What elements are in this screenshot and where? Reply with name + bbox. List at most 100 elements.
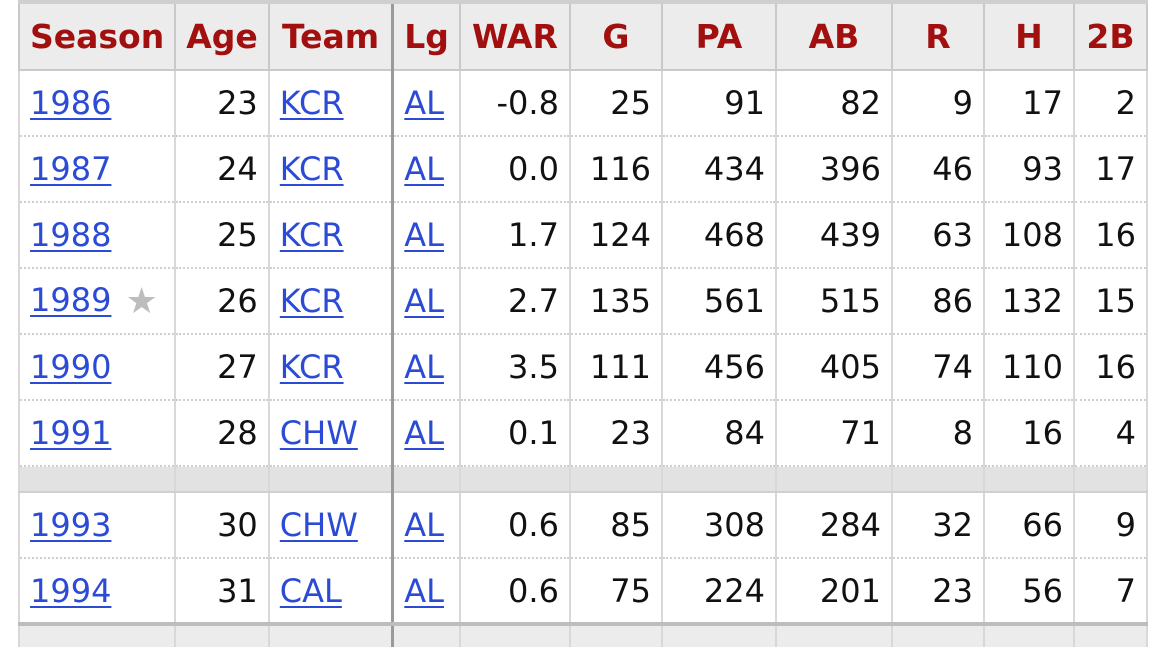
col-header-season[interactable]: Season [17,0,177,71]
table-row: 1989 ★ 26 KCR AL 2.7 135 561 515 86 132 1… [17,268,1148,335]
team-link[interactable]: CHW [279,506,358,544]
cell-team: CAL [267,558,395,625]
cell-lg: AL [391,492,461,559]
col-header-age[interactable]: Age [174,0,270,71]
team-link[interactable]: KCR [279,282,344,320]
cell-ab: 396 [774,136,893,203]
season-link[interactable]: 1991 [30,414,112,452]
league-link[interactable]: AL [404,414,444,452]
cell-2b: 7 [1072,558,1148,625]
gap-cell [267,466,395,493]
cell-pa: 456 [660,334,777,401]
table-header: Season Age Team Lg WAR G PA AB R H 2B [17,0,1148,71]
cell-team: KCR [267,136,395,203]
cell-g: 111 [568,334,663,401]
cell-g: 116 [568,136,663,203]
cell-g: 25 [568,70,663,137]
cell-r: 23 [890,558,985,625]
table-row: 1987 24 KCR AL 0.0 116 434 396 46 93 17 [17,136,1148,203]
col-header-g[interactable]: G [568,0,663,71]
cell-lg: AL [391,334,461,401]
col-header-2b[interactable]: 2B [1072,0,1148,71]
cell-season: 1989 ★ [17,268,177,335]
col-header-lg[interactable]: Lg [391,0,461,71]
col-header-ab[interactable]: AB [774,0,893,71]
cell-2b: 2 [1072,70,1148,137]
cell-pa: 91 [660,70,777,137]
gap-cell [458,466,571,493]
cell-team: CHW [267,400,395,467]
col-header-h[interactable]: H [982,0,1075,71]
cell-pa: 434 [660,136,777,203]
cell-pa: 468 [660,202,777,269]
league-link[interactable]: AL [404,348,444,386]
season-link[interactable]: 1988 [30,216,112,254]
cell-2b: 17 [1072,136,1148,203]
cell-season: 1991 [17,400,177,467]
season-link[interactable]: 1990 [30,348,112,386]
cell-pa: 561 [660,268,777,335]
cell-season: 1993 [17,492,177,559]
team-link[interactable]: KCR [279,216,344,254]
col-header-war[interactable]: WAR [458,0,571,71]
team-link[interactable]: KCR [279,150,344,188]
cell-g: 23 [568,400,663,467]
cell-war: -0.8 [458,70,571,137]
gap-cell [1072,466,1148,493]
star-icon: ★ [125,280,158,322]
col-header-pa[interactable]: PA [660,0,777,71]
cell-team: KCR [267,202,395,269]
col-header-team[interactable]: Team [267,0,395,71]
cell-h: 132 [982,268,1075,335]
league-link[interactable]: AL [404,150,444,188]
cell-g: 85 [568,492,663,559]
league-link[interactable]: AL [404,84,444,122]
season-link[interactable]: 1994 [30,571,112,610]
league-link[interactable]: AL [404,571,444,610]
cell-lg: AL [391,268,461,335]
gap-cell [660,466,777,493]
cell-war: 0.6 [458,558,571,625]
cell-h: 16 [982,400,1075,467]
table-row: 1988 25 KCR AL 1.7 124 468 439 63 108 16 [17,202,1148,269]
season-link[interactable]: 1993 [30,506,112,544]
season-link[interactable]: 1989 [30,280,112,319]
totals-cell [890,622,985,647]
cell-lg: AL [391,202,461,269]
cell-pa: 84 [660,400,777,467]
cell-war: 3.5 [458,334,571,401]
cell-2b: 15 [1072,268,1148,335]
table-row: 1986 23 KCR AL -0.8 25 91 82 9 17 2 [17,70,1148,137]
team-link[interactable]: KCR [279,84,344,122]
cell-age: 25 [174,202,270,269]
col-header-r[interactable]: R [890,0,985,71]
cell-war: 0.6 [458,492,571,559]
cell-ab: 439 [774,202,893,269]
team-link[interactable]: CAL [279,571,342,610]
cell-season: 1987 [17,136,177,203]
cell-age: 27 [174,334,270,401]
league-link[interactable]: AL [404,506,444,544]
gap-cell [174,466,270,493]
cell-2b: 16 [1072,334,1148,401]
gap-cell [391,466,461,493]
cell-h: 93 [982,136,1075,203]
league-link[interactable]: AL [404,216,444,254]
cell-age: 24 [174,136,270,203]
season-gap-row [17,466,1148,493]
batting-stats-table: Season Age Team Lg WAR G PA AB R H 2B 19… [17,0,1148,647]
cell-season: 1988 [17,202,177,269]
cell-h: 110 [982,334,1075,401]
team-link[interactable]: CHW [279,414,358,452]
cell-team: KCR [267,334,395,401]
cell-team: KCR [267,268,395,335]
team-link[interactable]: KCR [279,348,344,386]
season-link[interactable]: 1987 [30,150,112,188]
season-link[interactable]: 1986 [30,84,112,122]
cell-age: 26 [174,268,270,335]
table-row: 1993 30 CHW AL 0.6 85 308 284 32 66 9 [17,492,1148,559]
cell-war: 0.0 [458,136,571,203]
totals-cell [774,622,893,647]
league-link[interactable]: AL [404,282,444,320]
